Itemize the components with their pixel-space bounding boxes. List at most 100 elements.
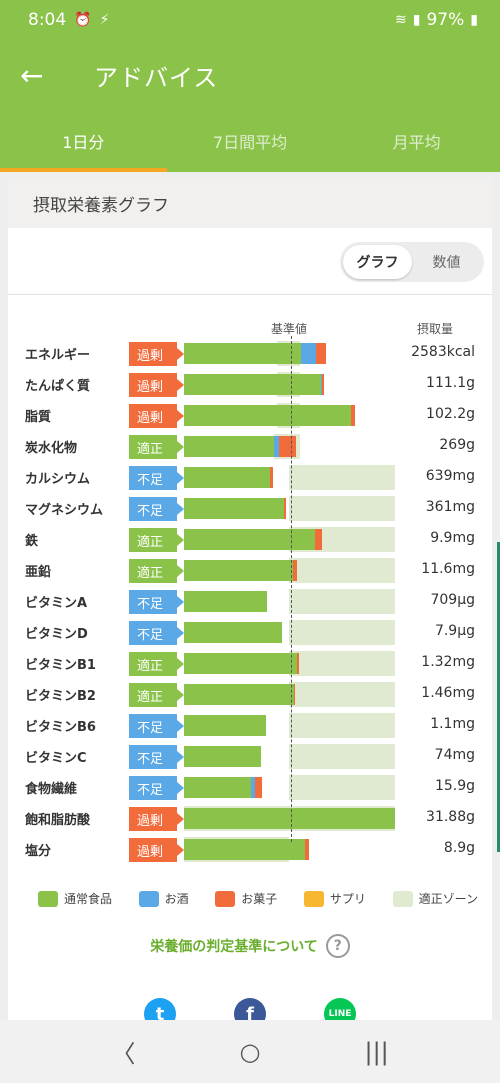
bar-track (184, 372, 397, 397)
reference-line (291, 336, 292, 842)
intake-value: 1.46mg (421, 685, 475, 701)
nutrient-row: 塩分 過剰 8.9g (8, 834, 492, 865)
nav-home-icon[interactable]: ○ (239, 1037, 261, 1066)
bar-segment (184, 777, 252, 798)
bar-track (184, 465, 397, 490)
nav-recents-icon[interactable]: ||| (364, 1037, 389, 1066)
nutrient-card: 摂取栄養素グラフ グラフ 数値 基準値 摂取量 エネルギー 過剰 2583kcal た… (8, 178, 492, 1020)
bar-track (184, 496, 397, 521)
bar-segment (305, 839, 310, 860)
bar-segment (322, 374, 325, 395)
intake-value: 1.32mg (421, 654, 475, 670)
legend-item: 適正ゾーン (392, 890, 478, 907)
criteria-link-label[interactable]: 栄養価の判定基準について (150, 939, 318, 955)
period-tabs: 1日分 7日間平均 月平均 (0, 110, 500, 172)
status-badge: 過剰 (129, 342, 184, 366)
bar-segment (296, 653, 299, 674)
bar-segment (278, 436, 296, 457)
bar-segment (184, 436, 274, 457)
reference-column-header: 基準値 (271, 322, 308, 336)
toggle-graph-button[interactable]: グラフ (343, 245, 412, 279)
nutrient-row: エネルギー 過剰 2583kcal (8, 338, 492, 369)
line-icon[interactable]: LINE (324, 998, 356, 1020)
nutrient-name: ビタミンC (25, 751, 87, 766)
criteria-link[interactable]: 栄養価の判定基準について ? (8, 934, 492, 958)
legend-swatch (392, 890, 413, 907)
view-toggle: グラフ 数値 (340, 242, 484, 282)
intake-value: 1.1mg (430, 716, 475, 732)
nutrient-name: マグネシウム (25, 503, 104, 518)
nutrient-name: 食物繊維 (25, 782, 78, 797)
bar-segment (184, 746, 261, 767)
intake-value: 74mg (434, 747, 475, 763)
wifi-icon: ≋ (395, 12, 407, 28)
intake-value: 639mg (425, 468, 475, 484)
tab-1day[interactable]: 1日分 (0, 110, 167, 172)
optimal-zone (289, 713, 395, 738)
toggle-numeric-button[interactable]: 数値 (432, 255, 461, 271)
nutrient-name: 炭水化物 (25, 441, 78, 456)
nutrient-row: 炭水化物 適正 269g (8, 431, 492, 462)
bar-segment (292, 560, 297, 581)
bar-segment (184, 684, 294, 705)
legend-label: お菓子 (241, 892, 278, 906)
legend-swatch (303, 890, 324, 907)
help-icon[interactable]: ? (325, 934, 350, 958)
nutrient-row: ビタミンB6 不足 1.1mg (8, 710, 492, 741)
status-bar: 8:04 ⏰ ⚡ ≋ ▮ 97% ▮ (0, 0, 500, 40)
status-badge: 過剰 (129, 373, 184, 397)
system-nav-bar: 〈 ○ ||| (0, 1020, 500, 1083)
optimal-zone (289, 651, 395, 676)
facebook-icon[interactable]: f (234, 998, 266, 1020)
nutrient-name: ビタミンD (25, 627, 88, 642)
intake-column-header: 摂取量 (417, 322, 454, 336)
optimal-zone (289, 744, 395, 769)
tab-7day-average[interactable]: 7日間平均 (212, 133, 288, 152)
bar-segment (184, 622, 283, 643)
legend-label: 適正ゾーン (418, 892, 478, 906)
status-badge: 不足 (129, 590, 184, 614)
nutrient-row: カルシウム 不足 639mg (8, 462, 492, 493)
nutrient-name: 鉄 (25, 534, 39, 549)
bar-track (184, 341, 397, 366)
intake-value: 9.9mg (430, 530, 475, 546)
bar-segment (184, 498, 285, 519)
nutrient-name: 塩分 (25, 844, 52, 859)
content-area[interactable]: 摂取栄養素グラフ グラフ 数値 基準値 摂取量 エネルギー 過剰 2583kcal た… (0, 172, 500, 1020)
alarm-icon: ⏰ (74, 12, 92, 28)
bar-segment (270, 467, 273, 488)
legend-label: 通常食品 (64, 892, 113, 906)
legend-swatch (38, 890, 58, 907)
legend-item: お酒 (138, 890, 189, 907)
bar-segment (284, 498, 287, 519)
bar-track (184, 589, 397, 614)
bar-segment (315, 343, 327, 364)
intake-value: 111.1g (426, 375, 475, 391)
bar-track (184, 651, 397, 676)
status-badge: 不足 (129, 714, 184, 738)
optimal-zone (289, 465, 395, 490)
scrollbar[interactable] (497, 542, 500, 852)
nutrient-name: 亜鉛 (25, 565, 52, 580)
bar-track (184, 558, 397, 583)
nav-back-icon[interactable]: 〈 (111, 1040, 136, 1068)
nutrient-name: たんぱく質 (25, 379, 91, 394)
intake-value: 102.2g (426, 406, 475, 422)
bar-track (184, 713, 397, 738)
legend-swatch (215, 890, 236, 907)
bar-segment (184, 839, 306, 860)
tab-monthly-average[interactable]: 月平均 (392, 133, 441, 152)
status-badge: 適正 (129, 435, 184, 459)
bar-segment (184, 560, 293, 581)
nutrient-name: カルシウム (25, 472, 91, 487)
nutrient-name: ビタミンB1 (25, 658, 96, 673)
bar-segment (293, 684, 295, 705)
divider (8, 294, 492, 295)
nutrient-row: 亜鉛 適正 11.6mg (8, 555, 492, 586)
twitter-icon[interactable]: t (144, 998, 176, 1020)
status-badge: 適正 (129, 652, 184, 676)
nutrient-name: 飽和脂肪酸 (25, 813, 91, 828)
back-arrow-icon[interactable]: ← (20, 58, 44, 92)
nutrient-row: ビタミンC 不足 74mg (8, 741, 492, 772)
status-badge: 不足 (129, 745, 184, 769)
